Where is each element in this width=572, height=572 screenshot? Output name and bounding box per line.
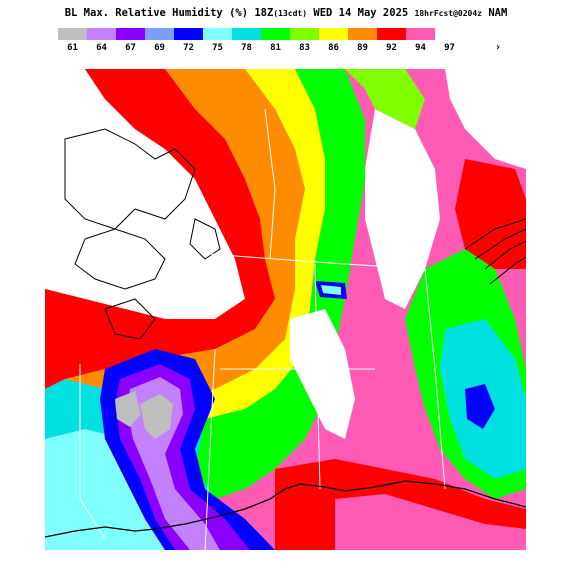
legend-swatch-69 [145,28,174,40]
legend-label-92: 92 [377,43,406,53]
title-date: WED 14 May 2025 [313,7,408,19]
legend-swatch-67 [116,28,145,40]
humidity-map [45,69,526,550]
legend-label-67: 67 [116,43,145,53]
map-title: BL Max. Relative Humidity (%) 18Z(13cdt)… [0,7,572,19]
legend-swatch-92 [377,28,406,40]
title-valid-local: (13cdt) [273,9,307,18]
legend-swatch-89 [348,28,377,40]
legend-label-94: 94 [406,43,435,53]
legend-more-arrow[interactable]: › [495,42,501,53]
legend-label-89: 89 [348,43,377,53]
legend-swatch-72 [174,28,203,40]
legend-label-81: 81 [261,43,290,53]
legend-label-64: 64 [87,43,116,53]
legend-swatch-64 [87,28,116,40]
legend-label-72: 72 [174,43,203,53]
legend-swatch-97 [435,28,464,40]
humidity-map-svg [45,69,526,550]
legend-swatch-61 [58,28,87,40]
legend-swatch-94 [406,28,435,40]
legend-label-61: 61 [58,43,87,53]
title-main: BL Max. Relative Humidity (%) 18Z [65,7,274,19]
legend-swatch-81 [261,28,290,40]
legend-labels: 61 64 67 69 72 75 78 81 83 86 89 92 94 97 [58,43,464,53]
legend-label-97: 97 [435,43,464,53]
legend-swatch-83 [290,28,319,40]
legend-label-78: 78 [232,43,261,53]
title-forecast: 18hrFcst@0204z [415,9,482,18]
legend-label-75: 75 [203,43,232,53]
color-legend [58,28,464,40]
legend-label-69: 69 [145,43,174,53]
legend-swatch-86 [319,28,348,40]
legend-label-86: 86 [319,43,348,53]
legend-swatch-78 [232,28,261,40]
legend-label-83: 83 [290,43,319,53]
title-model: NAM [488,7,507,19]
legend-swatch-75 [203,28,232,40]
